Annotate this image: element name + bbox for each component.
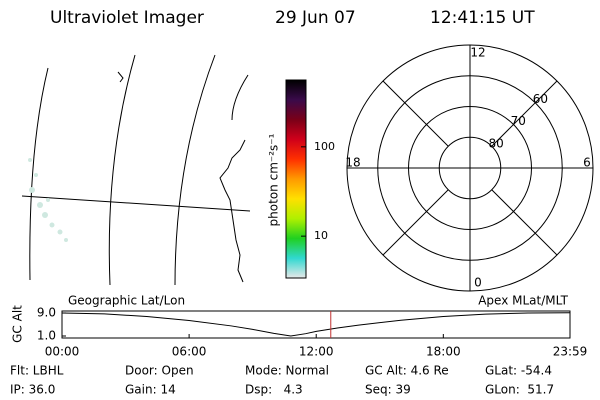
lat-label: 80 [488,136,503,150]
y-tick-label: 1.0 [37,328,56,342]
status-field: GLon: 51.7 [485,383,554,397]
status-field: Seq: 39 [365,383,411,397]
altitude-strip: Geographic Lat/Lon Apex MLat/MLT GC Alt 1.0… [11,294,588,359]
map-panel [21,54,251,286]
colorbar: 10 100 photon cm⁻²s⁻¹ [267,79,335,279]
title: Ultraviolet Imager [50,8,204,28]
altitude-line [61,312,571,337]
status-field: IP: 36.0 [10,383,55,397]
colorbar-tick-label: 10 [314,229,328,242]
footer: Flt: LBHL Door: Open Mode: Normal GC Alt: 4… [10,364,554,397]
x-tick-label: 06:00 [172,345,207,359]
colorbar-label: photon cm⁻²s⁻¹ [267,133,281,226]
date: 29 Jun 07 [275,8,356,28]
colorbar-fill [285,79,307,279]
status-field: Mode: Normal [245,364,329,378]
strip-left-label: Geographic Lat/Lon [68,294,185,308]
status-field: Dsp: 4.3 [245,383,303,397]
strip-frame [61,310,571,339]
x-tick-label: 12:00 [299,345,334,359]
time: 12:41:15 UT [430,8,535,28]
x-tick-label: 18:00 [426,345,461,359]
polar-spoke [491,80,558,147]
lat-label: 70 [511,114,526,128]
polar-spoke [491,189,558,256]
polar-spoke [382,80,449,147]
x-tick-label: 23:59 [553,345,588,359]
x-tick-label: 00:00 [45,345,80,359]
mlt-label: 12 [470,46,485,60]
status-field: GC Alt: 4.6 Re [365,364,449,378]
strip-right-label: Apex MLat/MLT [478,294,568,308]
colorbar-tick-label: 100 [314,140,335,153]
status-field: GLat: -54.4 [485,364,552,378]
mlt-label: 18 [345,156,360,170]
status-field: Door: Open [125,364,194,378]
mlt-label: 0 [474,276,482,290]
polar-spoke [382,189,449,256]
y-axis-label: GC Alt [11,305,25,343]
status-field: Gain: 14 [125,383,176,397]
status-field: Flt: LBHL [10,364,64,378]
y-tick-label: 9.0 [37,306,56,320]
lat-label: 60 [533,92,548,106]
mlt-label: 6 [583,156,591,170]
